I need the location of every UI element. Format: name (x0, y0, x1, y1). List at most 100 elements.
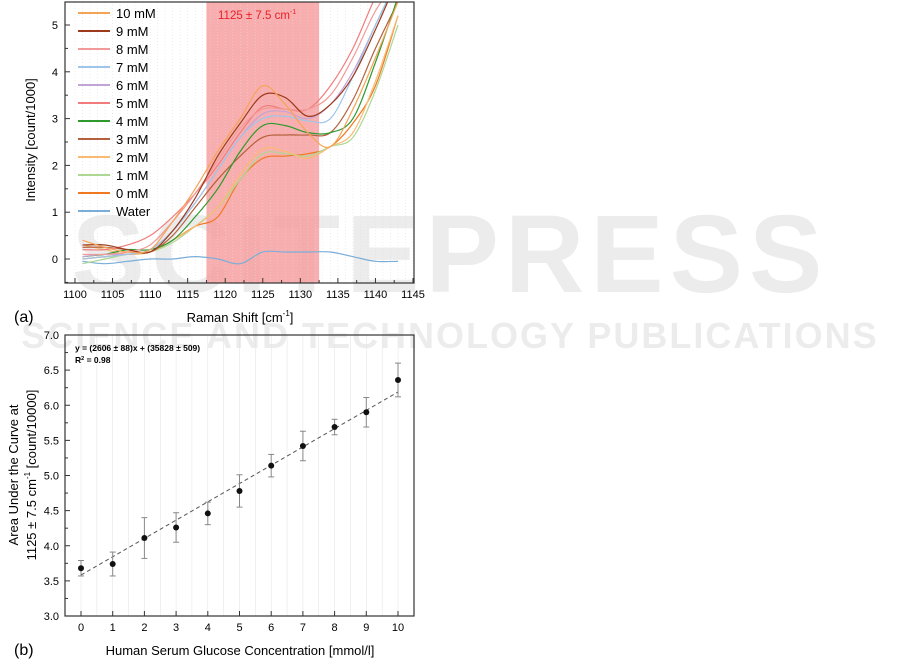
data-point (395, 376, 401, 383)
x-tick-label: 9 (363, 622, 369, 634)
data-point-group (78, 560, 84, 577)
legend-item: 10 mM (78, 6, 156, 21)
points-b (78, 362, 401, 577)
legend-item: 6 mM (78, 78, 149, 93)
y-axis-label-b-line1: Area Under the Curve at (6, 404, 21, 545)
legend-item: 9 mM (78, 24, 149, 39)
legend-label: Water (116, 204, 151, 219)
series-line-7-mm (82, 2, 388, 260)
series-line-water (82, 250, 398, 265)
series-line-10-mm (82, 2, 399, 254)
watermark: SCITEPRESS SCIENCE AND TECHNOLOGY PUBLIC… (21, 193, 876, 356)
y-tick-label: 4 (52, 67, 58, 79)
data-point (141, 535, 148, 542)
data-point (331, 424, 338, 431)
series-a (82, 2, 399, 265)
data-point-group (363, 397, 370, 428)
x-tick-label: 1120 (213, 289, 237, 301)
x-tick-label: 2 (141, 622, 147, 634)
x-tick-label: 6 (268, 622, 274, 634)
legend-label: 8 mM (116, 42, 149, 57)
legend-label: 5 mM (116, 96, 149, 111)
legend-item: 0 mM (78, 186, 149, 201)
x-tick-label: 1100 (63, 289, 87, 301)
data-point-group (331, 418, 338, 436)
x-tick-label: 1105 (101, 289, 125, 301)
data-point (173, 524, 180, 531)
y-tick-label: 3.5 (44, 576, 59, 588)
x-tick-label: 1140 (364, 289, 388, 301)
chart-b: 0 1 2 3 4 5 6 7 8 9 103.03.54.04.55.05.56.06.57.0 … (6, 330, 415, 659)
x-tick-label: 1130 (289, 289, 313, 301)
data-point-group (109, 551, 116, 577)
series-line-9-mm (82, 2, 389, 254)
x-tick-label: 1110 (139, 289, 162, 301)
x-tick-label: 0 (78, 622, 84, 634)
legend-label: 10 mM (116, 6, 156, 21)
y-tick-label: 6.0 (44, 400, 59, 412)
chart-a: 1100 1105 1110 1115 1120 1125 1130 1135 1140 1145… (14, 1, 425, 326)
legend-item: 8 mM (78, 42, 149, 57)
x-tick-label: 8 (332, 622, 338, 634)
legend-a: 10 mM 9 mM 8 mM 7 mM 6 mM 5 mM 4 mM 3 mM 2 mM 1 m… (78, 6, 156, 219)
x-tick-label: 3 (173, 622, 179, 634)
ticks-a: 1100 1105 1110 1115 1120 1125 1130 1135 1140 1145… (52, 20, 425, 301)
y-tick-label: 4.0 (44, 541, 59, 553)
y-tick-label: 4.5 (44, 506, 59, 518)
data-point (78, 565, 84, 572)
x-tick-label: 7 (300, 622, 306, 634)
panel-label-b: (b) (14, 642, 34, 659)
data-point-group (141, 517, 148, 559)
x-axis-label-b: Human Serum Glucose Concentration [mmol/… (106, 643, 375, 658)
y-tick-label: 7.0 (44, 330, 59, 342)
data-point-group (236, 474, 243, 508)
series-line-5-mm (82, 2, 374, 251)
data-point (109, 561, 116, 568)
x-tick-label: 10 (392, 622, 404, 634)
legend-item: 1 mM (78, 168, 149, 183)
series-line-4-mm (82, 2, 397, 258)
panel-label-a: (a) (14, 309, 34, 326)
data-point (299, 442, 306, 449)
fit-equation: y = (2606 ± 88)x + (35828 ± 509) (75, 343, 200, 353)
legend-label: 4 mM (116, 114, 149, 129)
x-tick-label: 4 (205, 622, 211, 634)
legend-item: 2 mM (78, 150, 149, 165)
x-tick-label: 1145 (401, 289, 425, 301)
data-point-group (299, 430, 306, 462)
y-tick-label: 3.0 (44, 611, 59, 623)
legend-label: 9 mM (116, 24, 149, 39)
legend-label: 6 mM (116, 78, 149, 93)
legend-item: 3 mM (78, 132, 149, 147)
y-tick-label: 6.5 (44, 365, 59, 377)
y-axis-label-a: Intensity [count/1000] (23, 78, 38, 202)
y-axis-label-b-line2: 1125 ± 7.5 cm-1 [count/10000] (23, 390, 39, 561)
series-line-2-mm (82, 15, 399, 256)
y-tick-label: 1 (52, 207, 58, 219)
y-tick-label: 2 (52, 160, 58, 172)
y-tick-label: 5 (52, 20, 58, 32)
legend-label: 2 mM (116, 150, 149, 165)
legend-item: Water (78, 204, 151, 219)
data-point-group (268, 453, 275, 478)
data-point (363, 409, 370, 416)
data-point (268, 462, 275, 469)
x-tick-label: 1115 (176, 289, 199, 301)
legend-item: 5 mM (78, 96, 149, 111)
y-tick-label: 5.0 (44, 471, 59, 483)
x-tick-label: 1135 (326, 289, 350, 301)
legend-label: 0 mM (116, 186, 149, 201)
x-axis-label-a: Raman Shift [cm-1] (187, 309, 294, 325)
y-tick-label: 5.5 (44, 435, 59, 447)
y-tick-label: 3 (52, 114, 58, 126)
y-tick-label: 0 (52, 254, 58, 266)
data-point (204, 510, 211, 517)
legend-item: 4 mM (78, 114, 149, 129)
data-point-group (204, 501, 211, 526)
data-point-group (395, 362, 401, 398)
fit-r-squared: R2 = 0.98 (75, 355, 111, 365)
legend-label: 1 mM (116, 168, 149, 183)
x-tick-label: 1 (110, 622, 116, 634)
data-point-group (173, 512, 180, 543)
ticks-b: 0 1 2 3 4 5 6 7 8 9 10 3.0 3.5 4.0 4.5 5.0 5.5 6.0 6.5 7.0 (44, 330, 404, 634)
